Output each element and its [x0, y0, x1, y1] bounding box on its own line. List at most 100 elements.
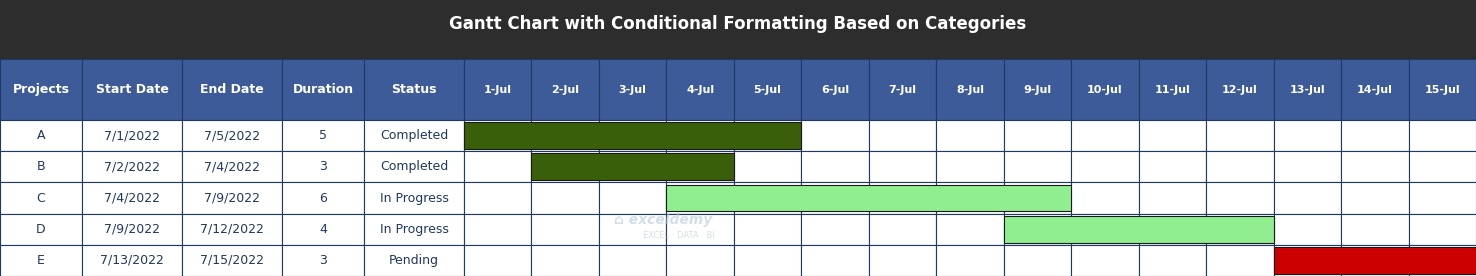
FancyBboxPatch shape: [182, 59, 282, 120]
FancyBboxPatch shape: [1004, 151, 1072, 182]
FancyBboxPatch shape: [869, 245, 936, 276]
FancyBboxPatch shape: [734, 120, 801, 151]
Text: 7/5/2022: 7/5/2022: [204, 129, 260, 142]
Text: 7/1/2022: 7/1/2022: [103, 129, 159, 142]
Text: 7/2/2022: 7/2/2022: [103, 160, 159, 173]
FancyBboxPatch shape: [1004, 59, 1072, 120]
FancyBboxPatch shape: [1206, 120, 1274, 151]
FancyBboxPatch shape: [83, 59, 182, 120]
FancyBboxPatch shape: [1408, 214, 1476, 245]
FancyBboxPatch shape: [1274, 247, 1476, 274]
FancyBboxPatch shape: [463, 120, 531, 151]
FancyBboxPatch shape: [531, 59, 599, 120]
Text: C: C: [37, 192, 46, 205]
FancyBboxPatch shape: [282, 59, 365, 120]
FancyBboxPatch shape: [734, 151, 801, 182]
Text: B: B: [37, 160, 46, 173]
Text: Completed: Completed: [379, 160, 449, 173]
FancyBboxPatch shape: [801, 214, 869, 245]
FancyBboxPatch shape: [599, 245, 666, 276]
FancyBboxPatch shape: [182, 245, 282, 276]
FancyBboxPatch shape: [1206, 214, 1274, 245]
FancyBboxPatch shape: [0, 120, 83, 151]
Text: 7/9/2022: 7/9/2022: [204, 192, 260, 205]
FancyBboxPatch shape: [282, 182, 365, 214]
FancyBboxPatch shape: [1072, 120, 1138, 151]
FancyBboxPatch shape: [1072, 59, 1138, 120]
Text: 3: 3: [319, 160, 328, 173]
Text: 7-Jul: 7-Jul: [889, 85, 917, 95]
FancyBboxPatch shape: [801, 59, 869, 120]
Text: E: E: [37, 254, 44, 267]
FancyBboxPatch shape: [83, 182, 182, 214]
FancyBboxPatch shape: [1072, 182, 1138, 214]
FancyBboxPatch shape: [1004, 245, 1072, 276]
FancyBboxPatch shape: [365, 59, 463, 120]
FancyBboxPatch shape: [463, 151, 531, 182]
FancyBboxPatch shape: [1274, 120, 1342, 151]
FancyBboxPatch shape: [1206, 59, 1274, 120]
FancyBboxPatch shape: [1274, 245, 1342, 276]
FancyBboxPatch shape: [531, 120, 599, 151]
FancyBboxPatch shape: [365, 151, 463, 182]
FancyBboxPatch shape: [1138, 120, 1206, 151]
FancyBboxPatch shape: [666, 245, 734, 276]
FancyBboxPatch shape: [365, 182, 463, 214]
FancyBboxPatch shape: [531, 151, 599, 182]
FancyBboxPatch shape: [0, 182, 83, 214]
Text: 7/4/2022: 7/4/2022: [204, 160, 260, 173]
FancyBboxPatch shape: [83, 120, 182, 151]
FancyBboxPatch shape: [1342, 151, 1408, 182]
Text: Gantt Chart with Conditional Formatting Based on Categories: Gantt Chart with Conditional Formatting …: [449, 15, 1027, 33]
FancyBboxPatch shape: [1138, 59, 1206, 120]
FancyBboxPatch shape: [801, 120, 869, 151]
FancyBboxPatch shape: [1408, 120, 1476, 151]
Text: D: D: [37, 223, 46, 236]
FancyBboxPatch shape: [1274, 59, 1342, 120]
Text: 15-Jul: 15-Jul: [1424, 85, 1460, 95]
FancyBboxPatch shape: [0, 151, 83, 182]
Text: 14-Jul: 14-Jul: [1356, 85, 1393, 95]
FancyBboxPatch shape: [936, 245, 1004, 276]
FancyBboxPatch shape: [463, 214, 531, 245]
FancyBboxPatch shape: [463, 245, 531, 276]
Text: 7/12/2022: 7/12/2022: [201, 223, 264, 236]
FancyBboxPatch shape: [83, 245, 182, 276]
FancyBboxPatch shape: [282, 214, 365, 245]
FancyBboxPatch shape: [666, 185, 1072, 211]
FancyBboxPatch shape: [463, 182, 531, 214]
FancyBboxPatch shape: [531, 214, 599, 245]
FancyBboxPatch shape: [1072, 245, 1138, 276]
Text: 13-Jul: 13-Jul: [1290, 85, 1325, 95]
FancyBboxPatch shape: [0, 214, 83, 245]
FancyBboxPatch shape: [531, 153, 734, 180]
FancyBboxPatch shape: [1408, 245, 1476, 276]
FancyBboxPatch shape: [666, 120, 734, 151]
FancyBboxPatch shape: [531, 182, 599, 214]
Text: 4: 4: [319, 223, 328, 236]
FancyBboxPatch shape: [869, 182, 936, 214]
FancyBboxPatch shape: [666, 214, 734, 245]
FancyBboxPatch shape: [1342, 245, 1408, 276]
FancyBboxPatch shape: [365, 245, 463, 276]
FancyBboxPatch shape: [1072, 151, 1138, 182]
Text: Projects: Projects: [12, 83, 69, 96]
FancyBboxPatch shape: [1138, 182, 1206, 214]
FancyBboxPatch shape: [1206, 182, 1274, 214]
FancyBboxPatch shape: [599, 214, 666, 245]
FancyBboxPatch shape: [869, 59, 936, 120]
Text: 1-Jul: 1-Jul: [484, 85, 512, 95]
Text: 7/9/2022: 7/9/2022: [103, 223, 159, 236]
FancyBboxPatch shape: [666, 59, 734, 120]
Text: 8-Jul: 8-Jul: [956, 85, 984, 95]
FancyBboxPatch shape: [1206, 245, 1274, 276]
FancyBboxPatch shape: [1138, 245, 1206, 276]
FancyBboxPatch shape: [83, 151, 182, 182]
FancyBboxPatch shape: [182, 182, 282, 214]
FancyBboxPatch shape: [734, 182, 801, 214]
FancyBboxPatch shape: [869, 151, 936, 182]
Text: 7/4/2022: 7/4/2022: [103, 192, 159, 205]
FancyBboxPatch shape: [599, 151, 666, 182]
FancyBboxPatch shape: [801, 245, 869, 276]
FancyBboxPatch shape: [936, 214, 1004, 245]
